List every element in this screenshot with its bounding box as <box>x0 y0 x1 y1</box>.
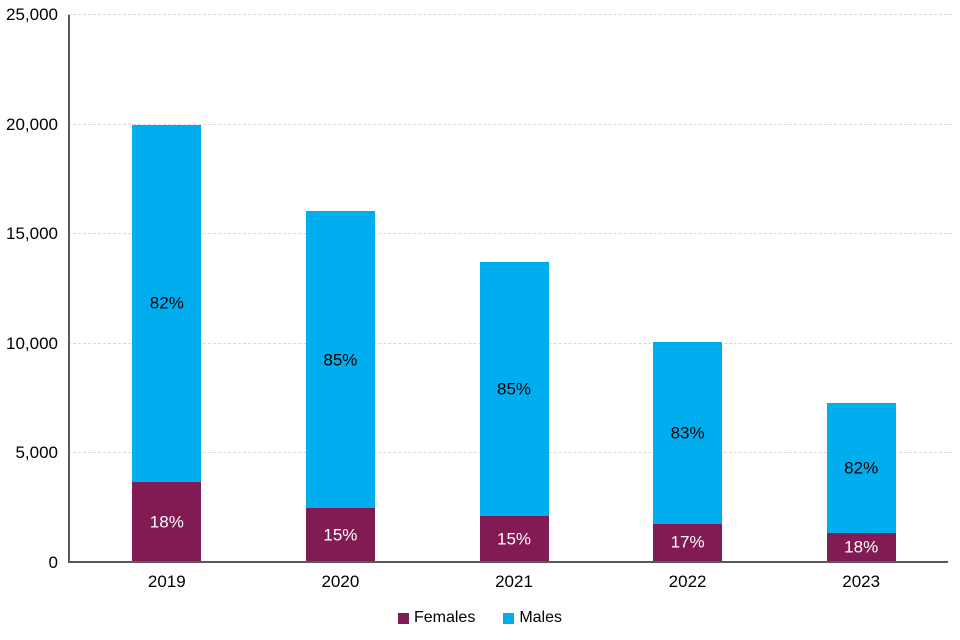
segment-percent-label: 17% <box>670 532 705 552</box>
segment-percent-label: 85% <box>323 350 358 370</box>
bar-segment-females: 17% <box>653 523 723 561</box>
bar-segment-females: 15% <box>479 516 549 561</box>
gridline <box>68 123 952 125</box>
legend-swatch-females <box>397 612 409 624</box>
legend-item-females: Females <box>397 609 476 627</box>
legend-label: Males <box>519 609 563 626</box>
segment-percent-label: 18% <box>844 537 879 557</box>
bar-segment-males: 85% <box>479 261 549 517</box>
bar-segment-females: 15% <box>305 508 375 561</box>
y-tick-label: 25,000 <box>6 5 58 24</box>
legend: Females Males <box>0 606 960 630</box>
segment-percent-label: 18% <box>149 512 184 532</box>
x-tick-label: 2022 <box>668 572 707 591</box>
x-tick-label: 2020 <box>321 572 360 591</box>
x-axis-line <box>68 561 948 563</box>
segment-percent-label: 15% <box>496 529 532 549</box>
bar-segment-females: 18% <box>826 532 896 561</box>
legend-swatch-males <box>503 612 515 624</box>
bar-2023: 18% 82% <box>826 403 896 561</box>
segment-percent-label: 85% <box>496 379 532 399</box>
y-tick-label: 15,000 <box>6 224 58 244</box>
y-tick-label: 5,000 <box>15 443 58 463</box>
legend-label: Females <box>413 609 476 626</box>
y-axis-line <box>68 15 70 563</box>
x-tick-label: 2019 <box>147 572 186 591</box>
bar-segment-males: 85% <box>305 211 375 509</box>
gridline <box>68 233 952 235</box>
bar-2019: 18% 82% <box>132 124 202 561</box>
plot-area: 18% 82% 15% 85% 15% 85% 17% 83% 18% 82% <box>68 14 952 563</box>
bar-segment-males: 82% <box>132 124 202 483</box>
y-tick-label: 0 <box>48 553 58 572</box>
gridline <box>68 14 952 15</box>
segment-percent-label: 82% <box>844 458 879 478</box>
y-tick-label: 20,000 <box>6 114 58 134</box>
bar-segment-males: 82% <box>826 403 896 533</box>
bar-2020: 15% 85% <box>305 211 375 561</box>
x-tick-label: 2023 <box>842 572 881 591</box>
legend-item-males: Males <box>503 609 562 627</box>
segment-percent-label: 83% <box>670 423 705 443</box>
segment-percent-label: 15% <box>323 525 358 545</box>
bar-segment-females: 18% <box>132 482 202 561</box>
bar-2021: 15% 85% <box>479 261 549 561</box>
segment-percent-label: 82% <box>149 293 184 313</box>
bar-2022: 17% 83% <box>653 341 723 561</box>
x-tick-label: 2021 <box>495 572 533 591</box>
y-tick-label: 10,000 <box>6 333 58 353</box>
bar-segment-males: 83% <box>653 341 723 524</box>
